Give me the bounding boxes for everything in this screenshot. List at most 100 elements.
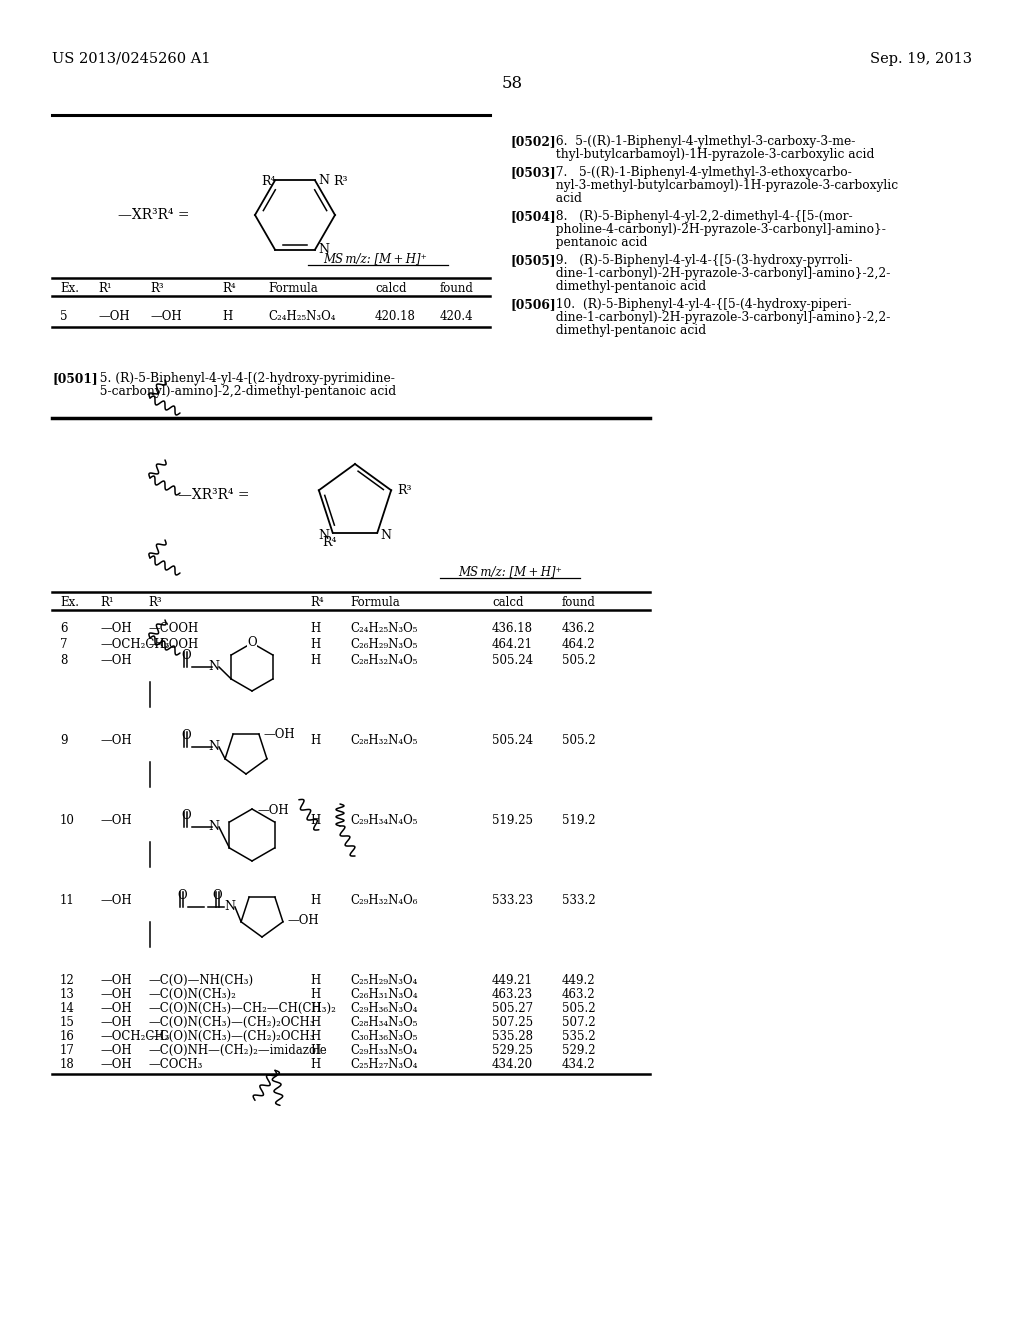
Text: —C(O)N(CH₃)—(CH₂)₂OCH₃: —C(O)N(CH₃)—(CH₂)₂OCH₃ [148,1030,314,1043]
Text: —COCH₃: —COCH₃ [148,1059,203,1071]
Text: H: H [310,638,321,651]
Text: R³: R³ [333,176,347,189]
Text: C₂₉H₃₆N₃O₄: C₂₉H₃₆N₃O₄ [350,1002,418,1015]
Text: 505.24: 505.24 [492,734,534,747]
Text: 519.25: 519.25 [492,814,534,828]
Text: R⁴: R⁴ [323,536,337,549]
Text: H: H [310,814,321,828]
Text: 14: 14 [60,1002,75,1015]
Text: 10: 10 [60,814,75,828]
Text: 464.21: 464.21 [492,638,534,651]
Text: 519.2: 519.2 [562,814,596,828]
Text: H: H [310,987,321,1001]
Text: [0502]: [0502] [510,135,556,148]
Text: 17: 17 [60,1044,75,1057]
Text: O: O [247,636,257,649]
Text: H: H [310,1059,321,1071]
Text: R¹: R¹ [98,282,112,294]
Text: 7: 7 [60,638,68,651]
Text: —OH: —OH [100,974,132,987]
Text: 11: 11 [60,894,75,907]
Text: 505.27: 505.27 [492,1002,534,1015]
Text: N: N [209,660,219,673]
Text: C₂₅H₂₉N₃O₄: C₂₅H₂₉N₃O₄ [350,974,418,987]
Text: —COOH: —COOH [148,638,199,651]
Text: 420.4: 420.4 [440,310,474,323]
Text: calcd: calcd [375,282,407,294]
Text: 449.21: 449.21 [492,974,534,987]
Text: N: N [209,821,219,833]
Text: 436.18: 436.18 [492,622,534,635]
Text: nyl-3-methyl-butylcarbamoyl)-1H-pyrazole-3-carboxylic: nyl-3-methyl-butylcarbamoyl)-1H-pyrazole… [548,180,898,191]
Text: —OH: —OH [100,1044,132,1057]
Text: 529.2: 529.2 [562,1044,596,1057]
Text: C₂₈H₃₂N₄O₅: C₂₈H₃₂N₄O₅ [350,653,418,667]
Text: N: N [318,243,329,256]
Text: 420.18: 420.18 [375,310,416,323]
Text: MS m/z: [M + H]⁺: MS m/z: [M + H]⁺ [323,252,427,265]
Text: [0506]: [0506] [510,298,556,312]
Text: O: O [181,809,190,822]
Text: H: H [310,622,321,635]
Text: O: O [212,888,222,902]
Text: H: H [310,653,321,667]
Text: —OH: —OH [100,1059,132,1071]
Text: N: N [224,900,236,913]
Text: R⁴: R⁴ [310,597,324,609]
Text: 463.2: 463.2 [562,987,596,1001]
Text: 9: 9 [60,734,68,747]
Text: calcd: calcd [492,597,523,609]
Text: 8.   (R)-5-Biphenyl-4-yl-2,2-dimethyl-4-{[5-(mor-: 8. (R)-5-Biphenyl-4-yl-2,2-dimethyl-4-{[… [548,210,853,223]
Text: 434.2: 434.2 [562,1059,596,1071]
Text: 434.20: 434.20 [492,1059,534,1071]
Text: H: H [310,1030,321,1043]
Text: 535.2: 535.2 [562,1030,596,1043]
Text: H: H [310,1002,321,1015]
Text: 6: 6 [60,622,68,635]
Text: [0505]: [0505] [510,253,555,267]
Text: O: O [177,888,186,902]
Text: 463.23: 463.23 [492,987,534,1001]
Text: [0503]: [0503] [510,166,556,180]
Text: N: N [318,529,330,543]
Text: dimethyl-pentanoic acid: dimethyl-pentanoic acid [548,323,707,337]
Text: —XR³R⁴ =: —XR³R⁴ = [118,209,189,222]
Text: C₂₈H₃₂N₄O₅: C₂₈H₃₂N₄O₅ [350,734,418,747]
Text: 436.2: 436.2 [562,622,596,635]
Text: 5: 5 [60,310,68,323]
Text: C₂₆H₃₁N₃O₄: C₂₆H₃₁N₃O₄ [350,987,418,1001]
Text: C₂₉H₃₄N₄O₅: C₂₉H₃₄N₄O₅ [350,814,418,828]
Text: —OH: —OH [100,814,132,828]
Text: —C(O)NH—(CH₂)₂—imidazole: —C(O)NH—(CH₂)₂—imidazole [148,1044,327,1057]
Text: —C(O)N(CH₃)—CH₂—CH(CH₃)₂: —C(O)N(CH₃)—CH₂—CH(CH₃)₂ [148,1002,336,1015]
Text: Formula: Formula [268,282,317,294]
Text: —OH: —OH [150,310,181,323]
Text: 10.  (R)-5-Biphenyl-4-yl-4-{[5-(4-hydroxy-piperi-: 10. (R)-5-Biphenyl-4-yl-4-{[5-(4-hydroxy… [548,298,851,312]
Text: —OH: —OH [288,913,319,927]
Text: R³: R³ [150,282,164,294]
Text: Formula: Formula [350,597,399,609]
Text: 507.2: 507.2 [562,1016,596,1030]
Text: 18: 18 [60,1059,75,1071]
Text: 464.2: 464.2 [562,638,596,651]
Text: C₃₀H₃₆N₃O₅: C₃₀H₃₆N₃O₅ [350,1030,418,1043]
Text: N: N [318,174,329,187]
Text: C₂₅H₂₇N₃O₄: C₂₅H₂₇N₃O₄ [350,1059,418,1071]
Text: Ex.: Ex. [60,597,79,609]
Text: 9.   (R)-5-Biphenyl-4-yl-4-{[5-(3-hydroxy-pyrroli-: 9. (R)-5-Biphenyl-4-yl-4-{[5-(3-hydroxy-… [548,253,853,267]
Text: 5-carbonyl)-amino]-2,2-dimethyl-pentanoic acid: 5-carbonyl)-amino]-2,2-dimethyl-pentanoi… [92,385,396,399]
Text: —OH: —OH [100,987,132,1001]
Text: 505.2: 505.2 [562,734,596,747]
Text: R¹: R¹ [100,597,114,609]
Text: —OH: —OH [98,310,130,323]
Text: 505.24: 505.24 [492,653,534,667]
Text: 15: 15 [60,1016,75,1030]
Text: 13: 13 [60,987,75,1001]
Text: O: O [181,649,190,663]
Text: found: found [562,597,596,609]
Text: 6.  5-((R)-1-Biphenyl-4-ylmethyl-3-carboxy-3-me-: 6. 5-((R)-1-Biphenyl-4-ylmethyl-3-carbox… [548,135,855,148]
Text: —OH: —OH [100,734,132,747]
Text: —OCH₂CH₃: —OCH₂CH₃ [100,1030,169,1043]
Text: US 2013/0245260 A1: US 2013/0245260 A1 [52,51,211,66]
Text: 58: 58 [502,75,522,92]
